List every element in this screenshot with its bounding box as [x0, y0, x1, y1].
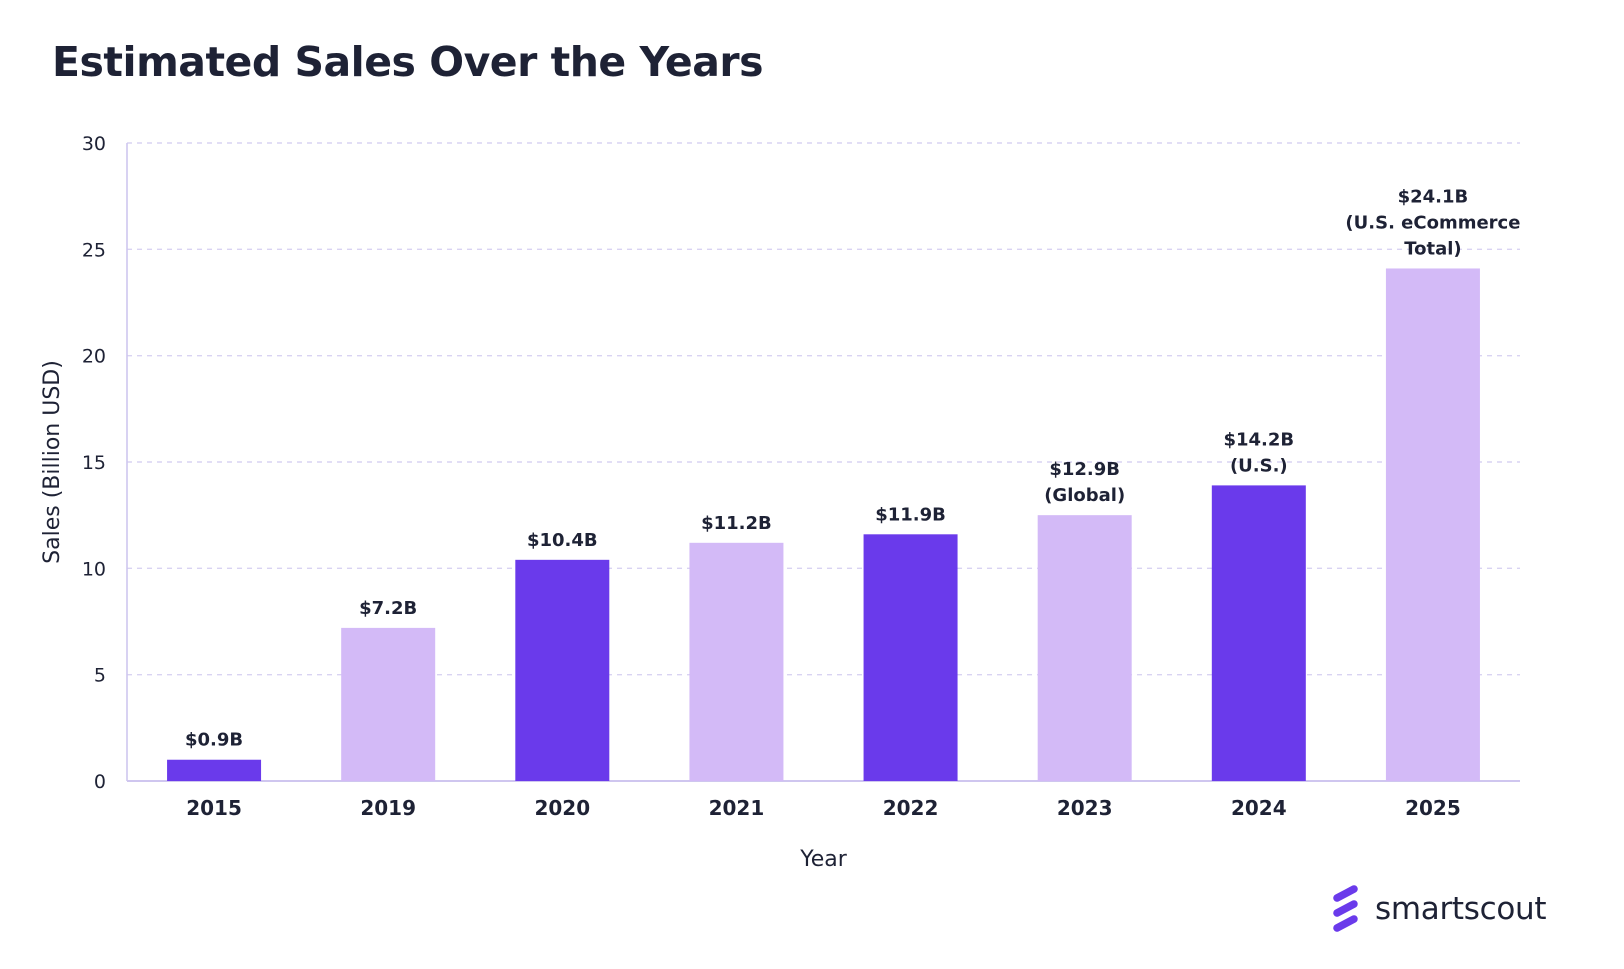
smartscout-logo-icon [1333, 885, 1358, 932]
y-tick-labels: 0 5 10 15 20 25 30 [82, 133, 106, 793]
gridlines [127, 142, 1520, 676]
y-tick-label: 5 [94, 665, 106, 687]
bar-2024 [1211, 485, 1306, 781]
data-label-2023: $12.9B [1049, 459, 1120, 480]
y-tick-label: 25 [82, 239, 106, 261]
data-label-2025: $24.1B [1398, 186, 1469, 207]
bar-2023 [1037, 515, 1132, 781]
data-labels: $0.9B $7.2B $10.4B $11.2B $11.9B $12.9B (Globa… [185, 186, 1520, 750]
x-tick-label: 2023 [1057, 796, 1113, 820]
data-label-2015: $0.9B [185, 730, 243, 751]
data-label-2021: $11.2B [701, 513, 772, 534]
data-label-2020: $10.4B [527, 530, 598, 551]
y-tick-label: 20 [82, 346, 106, 368]
data-label-2024: $14.2B [1223, 429, 1294, 450]
y-axis-title: Sales (Billion USD) [40, 360, 65, 564]
logo-stroke-top [1333, 885, 1358, 902]
y-tick-label: 10 [82, 558, 106, 580]
bars [167, 268, 1480, 781]
x-tick-labels: 2015 2019 2020 2021 2022 2023 2024 2025 [186, 796, 1461, 820]
x-tick-label: 2022 [883, 796, 939, 820]
y-tick-label: 15 [82, 452, 106, 474]
x-axis-title: Year [799, 847, 848, 872]
bar-2020 [515, 559, 610, 781]
x-tick-label: 2024 [1231, 796, 1287, 820]
bar-2025 [1385, 268, 1480, 781]
bar-2021 [689, 542, 784, 781]
data-label-2024: (U.S.) [1230, 455, 1288, 476]
bar-2019 [341, 627, 436, 781]
chart-title: Estimated Sales Over the Years [52, 38, 764, 86]
bar-2015 [167, 759, 262, 781]
data-label-2025: (U.S. eCommerce [1345, 212, 1520, 233]
data-label-2025: Total) [1404, 238, 1461, 259]
logo-stroke-middle [1333, 900, 1358, 917]
y-tick-label: 30 [82, 133, 106, 155]
x-tick-label: 2021 [709, 796, 765, 820]
brand-name: smartscout [1375, 891, 1547, 927]
brand-logo: smartscout [1331, 884, 1547, 934]
x-tick-label: 2019 [360, 796, 416, 820]
x-tick-label: 2020 [534, 796, 590, 820]
bar-2022 [863, 534, 958, 781]
data-label-2023: (Global) [1044, 485, 1125, 506]
y-tick-label: 0 [94, 771, 106, 793]
logo-stroke-bottom [1333, 915, 1358, 932]
x-tick-label: 2015 [186, 796, 242, 820]
data-label-2019: $7.2B [359, 598, 417, 619]
data-label-2022: $11.9B [875, 504, 946, 525]
x-tick-label: 2025 [1405, 796, 1461, 820]
